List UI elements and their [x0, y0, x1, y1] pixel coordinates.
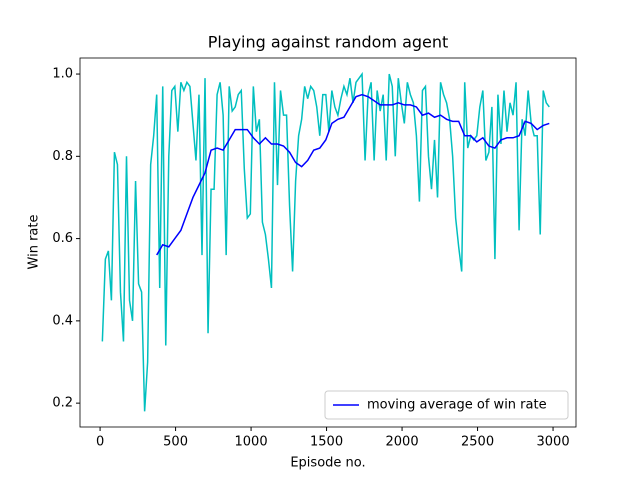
y-tick-label: 0.8: [52, 149, 73, 164]
y-tick-label: 0.4: [52, 313, 73, 328]
data-line: [101, 71, 550, 412]
y-tick-label: 0.6: [52, 231, 73, 246]
x-tick-label: 2500: [461, 435, 494, 450]
data-line: [156, 93, 550, 256]
x-tick-label: 2000: [386, 435, 419, 450]
y-axis-label: Win rate: [27, 215, 42, 270]
y-tick-label: 1.0: [52, 67, 73, 82]
x-tick-label: 1500: [310, 435, 343, 450]
legend-box: [324, 390, 569, 420]
x-tick-label: 0: [96, 435, 104, 450]
y-tick-label: 0.2: [52, 396, 73, 411]
x-axis-label: Episode no.: [290, 456, 365, 471]
plot-frame: [79, 57, 577, 428]
chart-title: Playing against random agent: [208, 33, 449, 52]
x-tick-label: 1000: [235, 435, 268, 450]
legend-label: moving average of win rate: [367, 398, 547, 413]
x-tick-label: 500: [163, 435, 188, 450]
x-tick-label: 3000: [537, 435, 570, 450]
